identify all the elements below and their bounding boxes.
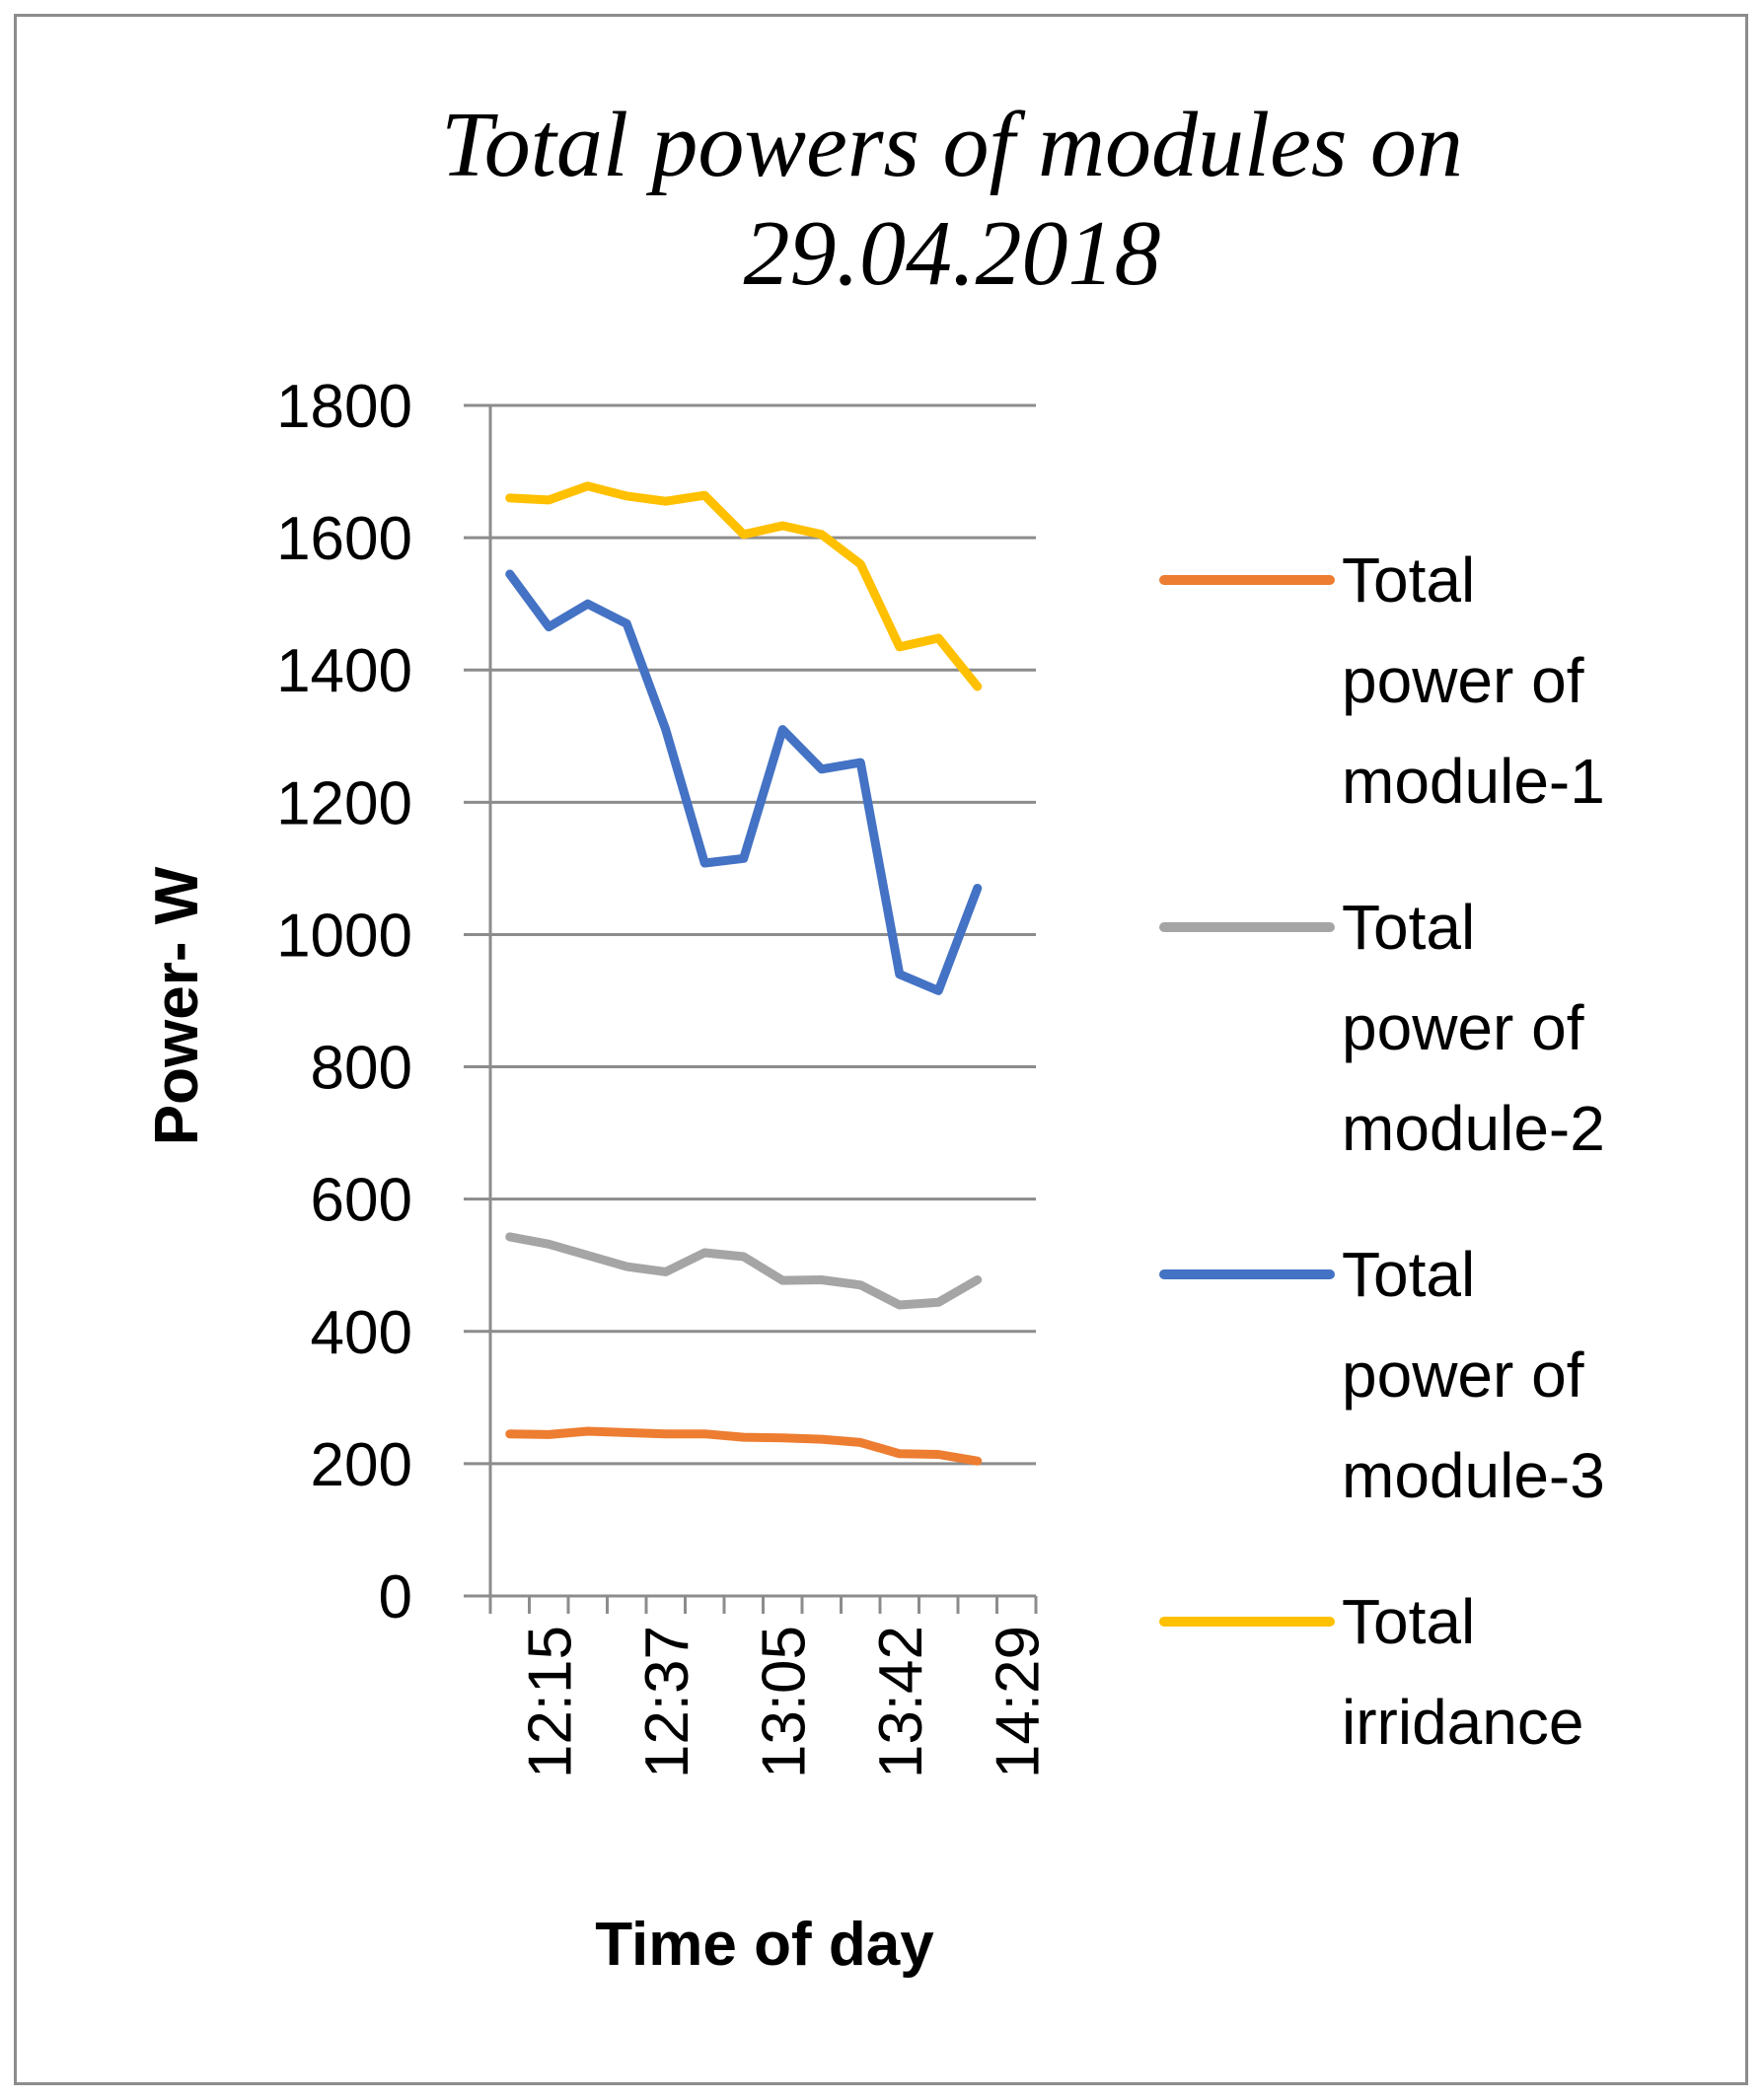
series-line-2 [505, 1232, 983, 1310]
y-tick-label-1400: 1400 [276, 637, 412, 705]
chart-frame [14, 14, 1748, 2085]
legend-label-2-line-3: module-2 [1342, 1093, 1605, 1164]
y-tick-label-200: 200 [311, 1431, 412, 1499]
legend: Total power of module-1 Total power of module… [1159, 544, 1605, 1758]
legend-label-2-line-1: Total [1342, 892, 1475, 963]
legend-label-3-line-3: module-3 [1342, 1440, 1605, 1511]
chart-title-line-2: 29.04.2018 [744, 202, 1161, 305]
y-axis-ticks: 0 200 400 600 800 1000 1200 1400 1600 1800 [276, 373, 412, 1631]
legend-label-4-line-2: irridance [1342, 1687, 1583, 1758]
x-tick-label-12:15: 12:15 [516, 1626, 584, 1778]
series-line-4 [505, 481, 983, 691]
legend-label-2-line-2: power of [1342, 992, 1584, 1063]
series-line-1 [505, 1426, 983, 1466]
series-lines [505, 481, 983, 1466]
y-axis-title: Power- W [143, 866, 211, 1145]
x-axis-title: Time of day [595, 1911, 934, 1979]
legend-label-3-line-1: Total [1342, 1239, 1475, 1310]
y-tick-label-600: 600 [311, 1167, 412, 1235]
gridlines [464, 403, 1036, 1466]
x-tick-label-13:42: 13:42 [867, 1626, 935, 1778]
y-tick-label-1800: 1800 [276, 373, 412, 441]
y-tick-label-0: 0 [379, 1563, 412, 1631]
legend-label-4-line-1: Total [1342, 1586, 1475, 1657]
legend-label-1-line-1: Total [1342, 544, 1475, 616]
x-tick-label-13:05: 13:05 [750, 1626, 818, 1778]
series-line-3 [505, 569, 983, 995]
legend-label-1-line-3: module-1 [1342, 746, 1605, 817]
y-tick-label-1600: 1600 [276, 505, 412, 573]
chart-title-line-1: Total powers of modules on [441, 94, 1463, 196]
y-tick-label-800: 800 [311, 1035, 412, 1103]
y-tick-label-1200: 1200 [276, 769, 412, 837]
legend-label-3-line-2: power of [1342, 1340, 1584, 1411]
legend-label-1-line-2: power of [1342, 645, 1584, 716]
x-tick-label-14:29: 14:29 [984, 1626, 1052, 1778]
y-tick-label-1000: 1000 [276, 902, 412, 970]
x-tick-label-12:37: 12:37 [633, 1626, 701, 1778]
x-axis: 12:15 12:37 13:05 13:42 14:29 [464, 405, 1052, 1778]
y-tick-label-400: 400 [311, 1299, 412, 1367]
